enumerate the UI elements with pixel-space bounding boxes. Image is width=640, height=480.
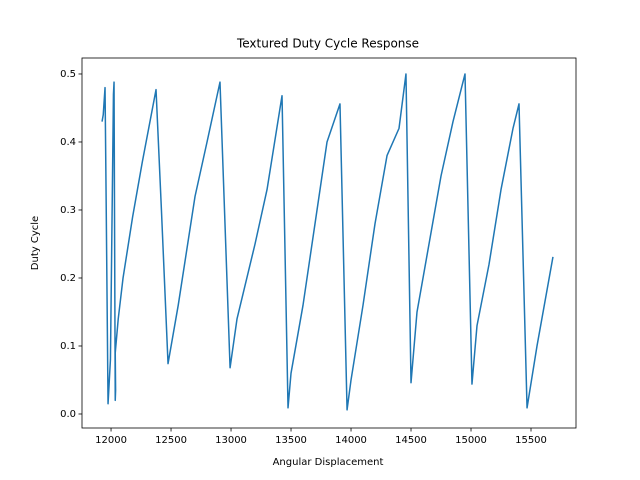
x-tick-label: 15000 [455, 435, 487, 446]
y-tick-label: 0.1 [60, 341, 76, 352]
x-tick-label: 14500 [395, 435, 427, 446]
y-tick-label: 0.3 [60, 205, 76, 216]
x-tick-label: 14000 [335, 435, 367, 446]
y-tick-label: 0.2 [60, 273, 76, 284]
chart-title: Textured Duty Cycle Response [236, 37, 419, 51]
y-axis-label: Duty Cycle [30, 216, 41, 270]
x-tick-label: 13500 [275, 435, 307, 446]
y-tick-label: 0.0 [60, 409, 76, 420]
x-tick-label: 12500 [155, 435, 187, 446]
x-tick-label: 13000 [215, 435, 247, 446]
y-tick-label: 0.5 [60, 69, 76, 80]
y-tick-label: 0.4 [60, 137, 76, 148]
x-tick-label: 15500 [515, 435, 547, 446]
x-tick-label: 12000 [95, 435, 127, 446]
data-line [101, 73, 554, 411]
x-axis-label: Angular Displacement [273, 457, 384, 468]
plot-frame [81, 57, 577, 429]
